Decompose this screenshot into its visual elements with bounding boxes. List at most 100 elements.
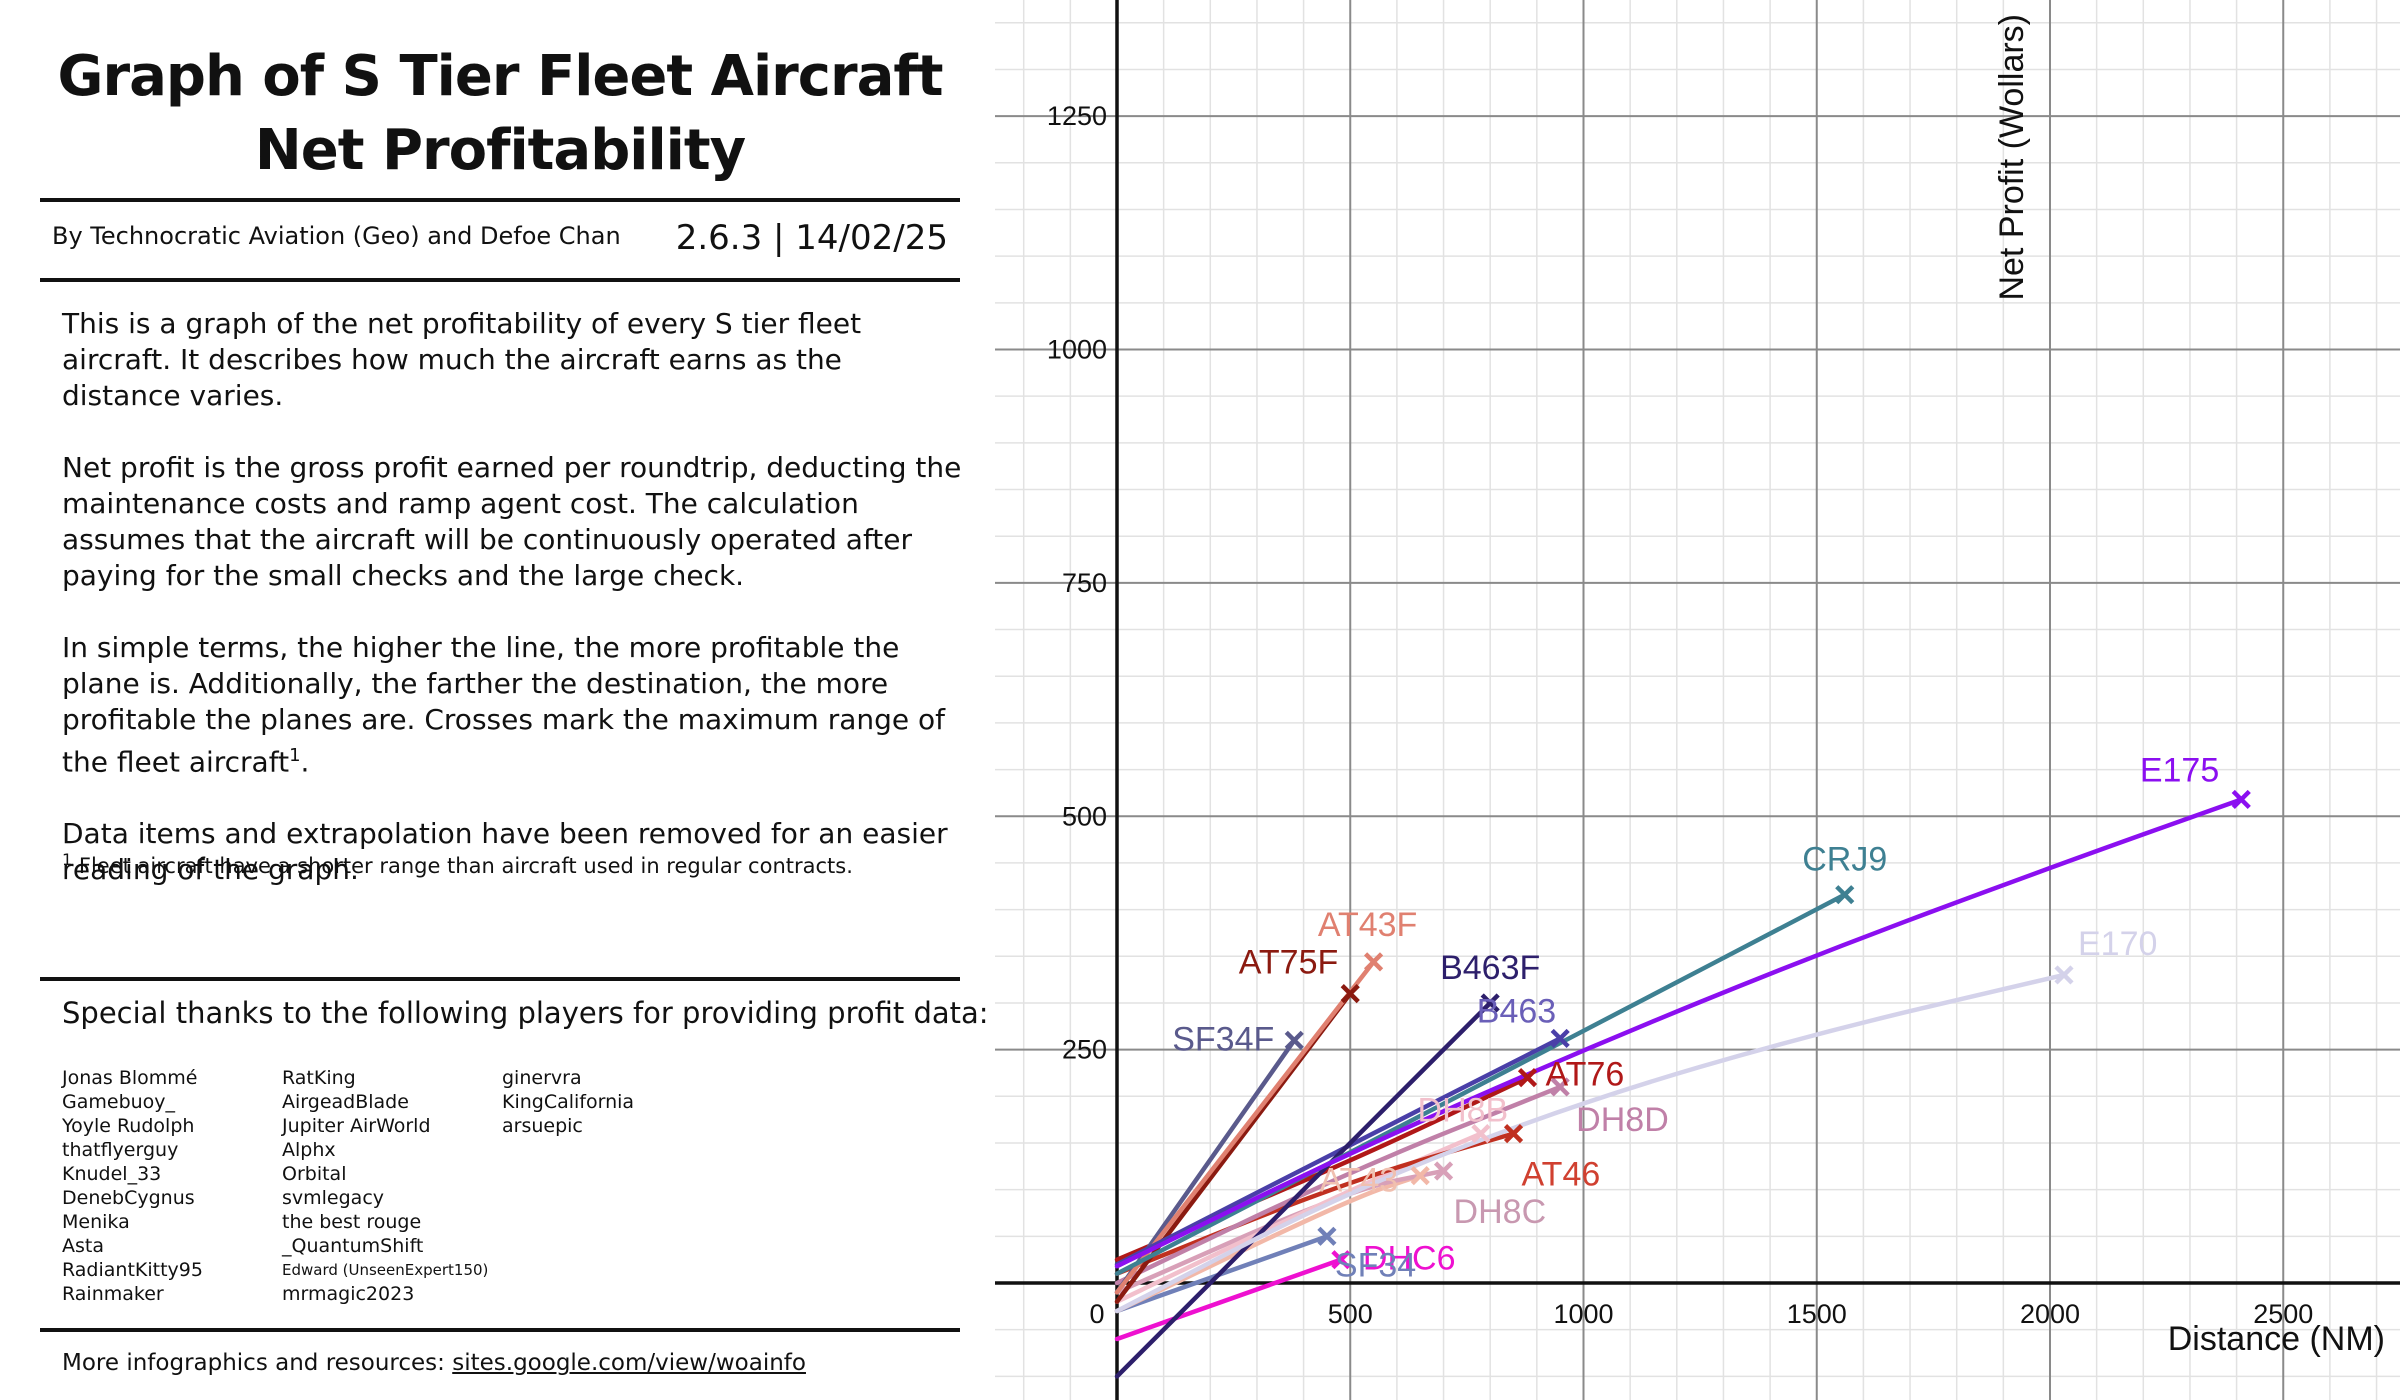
credit-name: Asta [62,1235,104,1257]
series-label-dh8d: DH8D [1576,1101,1669,1139]
series-label-at76: AT76 [1546,1056,1625,1094]
resources-link[interactable]: sites.google.com/view/woainfo [452,1350,806,1376]
credit-name: the best rouge [282,1211,422,1233]
axes [995,0,2400,1400]
series-label-crj9: CRJ9 [1802,841,1887,879]
minor-gridlines [995,0,2400,1400]
max-range-marker-b463 [1550,1028,1570,1049]
max-range-marker-e175 [2231,789,2251,810]
max-range-marker-at75f [1340,984,1360,1004]
divider [40,278,960,282]
max-range-marker-crj9 [1835,885,1855,905]
series-line-crj9 [1114,892,1847,1276]
description-end: . [300,745,310,779]
y-tick-label: 500 [1062,801,1107,831]
info-panel: Graph of S Tier Fleet Aircraft Net Profi… [0,0,990,1400]
x-tick-label: 1000 [1553,1299,1613,1329]
y-tick-label: 250 [1062,1035,1107,1065]
max-range-marker-sf34 [1317,1226,1337,1246]
credit-name: Orbital [282,1163,347,1185]
series-line-e170 [1114,972,2067,1314]
max-range-marker-at43 [1410,1166,1430,1186]
credit-name: AirgeadBlade [282,1091,409,1113]
max-range-marker-b463f [1480,993,1500,1013]
x-axis-label: Distance (NM) [2168,1320,2385,1358]
series-line-at43f [1114,959,1376,1295]
credit-name: Menika [62,1211,130,1233]
credit-name: Edward (UnseenExpert150) [282,1261,489,1279]
series-line-e175 [1114,797,2244,1269]
max-range-marker-dh8d [1550,1077,1570,1097]
divider [40,977,960,981]
x-tick-label: 500 [1328,1299,1373,1329]
credit-name: DenebCygnus [62,1187,195,1209]
series-label-at46: AT46 [1522,1156,1601,1194]
max-range-marker-dh8b [1471,1124,1491,1144]
credit-name: thatflyerguy [62,1139,179,1161]
y-tick-label: 1000 [1047,335,1107,365]
description: This is a graph of the net profitability… [62,306,962,924]
series-label-sf34: SF34 [1335,1246,1416,1284]
credit-name: mrmagic2023 [282,1283,415,1305]
credit-name: Knudel_33 [62,1163,162,1185]
description-paragraph: Net profit is the gross profit earned pe… [62,451,962,592]
page-title: Graph of S Tier Fleet Aircraft Net Profi… [40,40,960,188]
credit-name: RatKing [282,1067,356,1089]
credit-name: KingCalifornia [502,1091,635,1113]
footnote-ref: 1 [289,745,301,766]
credits-column-2: RatKing AirgeadBlade Jupiter AirWorld Al… [282,1066,488,1306]
description-paragraph: In simple terms, the higher the line, th… [62,630,962,780]
profit-chart: 0 500 1000 1500 2000 2500 250 500 750 1000 1250 DH… [995,0,2400,1400]
max-range-marker-sf34f [1284,1030,1304,1050]
series-line-dh8b [1114,1131,1484,1304]
max-range-marker-at76 [1517,1068,1538,1088]
series-label-b463: B463 [1477,992,1556,1030]
credit-name: Gamebuoy_ [62,1091,176,1113]
x-tick-label: 2500 [2253,1299,2313,1329]
title-line-2: Net Profitability [254,118,746,183]
series-label-dh8b: DH8B [1418,1092,1509,1130]
max-range-marker-dhc6 [1331,1250,1351,1270]
credit-name: arsuepic [502,1115,583,1137]
credit-name: Rainmaker [62,1283,164,1305]
footer: More infographics and resources: sites.g… [62,1350,806,1376]
thanks-heading: Special thanks to the following players … [62,996,989,1030]
credit-name: Yoyle Rudolph [62,1115,195,1137]
max-range-marker-dh8c [1433,1161,1454,1181]
series-line-dh8d [1114,1084,1563,1286]
credit-name: Jupiter AirWorld [282,1115,431,1137]
series-label-b463f: B463F [1440,949,1540,987]
x-tick-label: 0 [1089,1299,1104,1329]
credit-name: ginervra [502,1067,582,1089]
series-lines [1114,797,2244,1379]
series-label-at43f: AT43F [1318,906,1418,944]
credits-column-3: ginervra KingCalifornia arsuepic [502,1066,634,1138]
footer-label: More infographics and resources: [62,1350,453,1376]
footnote: 1 Fleet aircraft have a shorter range th… [62,850,962,878]
credit-name: Alphx [282,1139,336,1161]
series-label-dh8c: DH8C [1454,1193,1547,1231]
description-paragraph: This is a graph of the net profitability… [62,307,862,412]
max-range-marker-at46 [1503,1124,1524,1144]
series-line-dhc6 [1114,1257,1344,1342]
version-date: 2.6.3 | 14/02/25 [675,218,948,258]
x-tick-label: 1500 [1787,1299,1847,1329]
series-line-b463f [1114,1000,1493,1379]
y-axis-label: Net Profit (Wollars) [1993,14,2031,301]
series-label-at43: AT43 [1319,1162,1398,1200]
credit-name: svmlegacy [282,1187,385,1209]
byline: By Technocratic Aviation (Geo) and Defoe… [52,222,621,250]
footnote-marker: 1 [62,850,73,869]
divider [40,198,960,202]
x-tick-label: 2000 [2020,1299,2080,1329]
max-range-marker-at43f [1363,952,1384,972]
max-range-marker-e170 [2054,965,2074,985]
credits-column-1: Jonas Blommé Gamebuoy_ Yoyle Rudolph tha… [62,1066,203,1306]
footnote-text: Fleet aircraft have a shorter range than… [72,854,853,878]
credit-name: _QuantumShift [282,1235,424,1257]
description-text: In simple terms, the higher the line, th… [62,631,946,779]
y-tick-label: 1250 [1047,101,1107,131]
tick-labels: 0 500 1000 1500 2000 2500 250 500 750 1000 1250 [1047,101,2313,1329]
title-line-1: Graph of S Tier Fleet Aircraft [57,44,943,109]
